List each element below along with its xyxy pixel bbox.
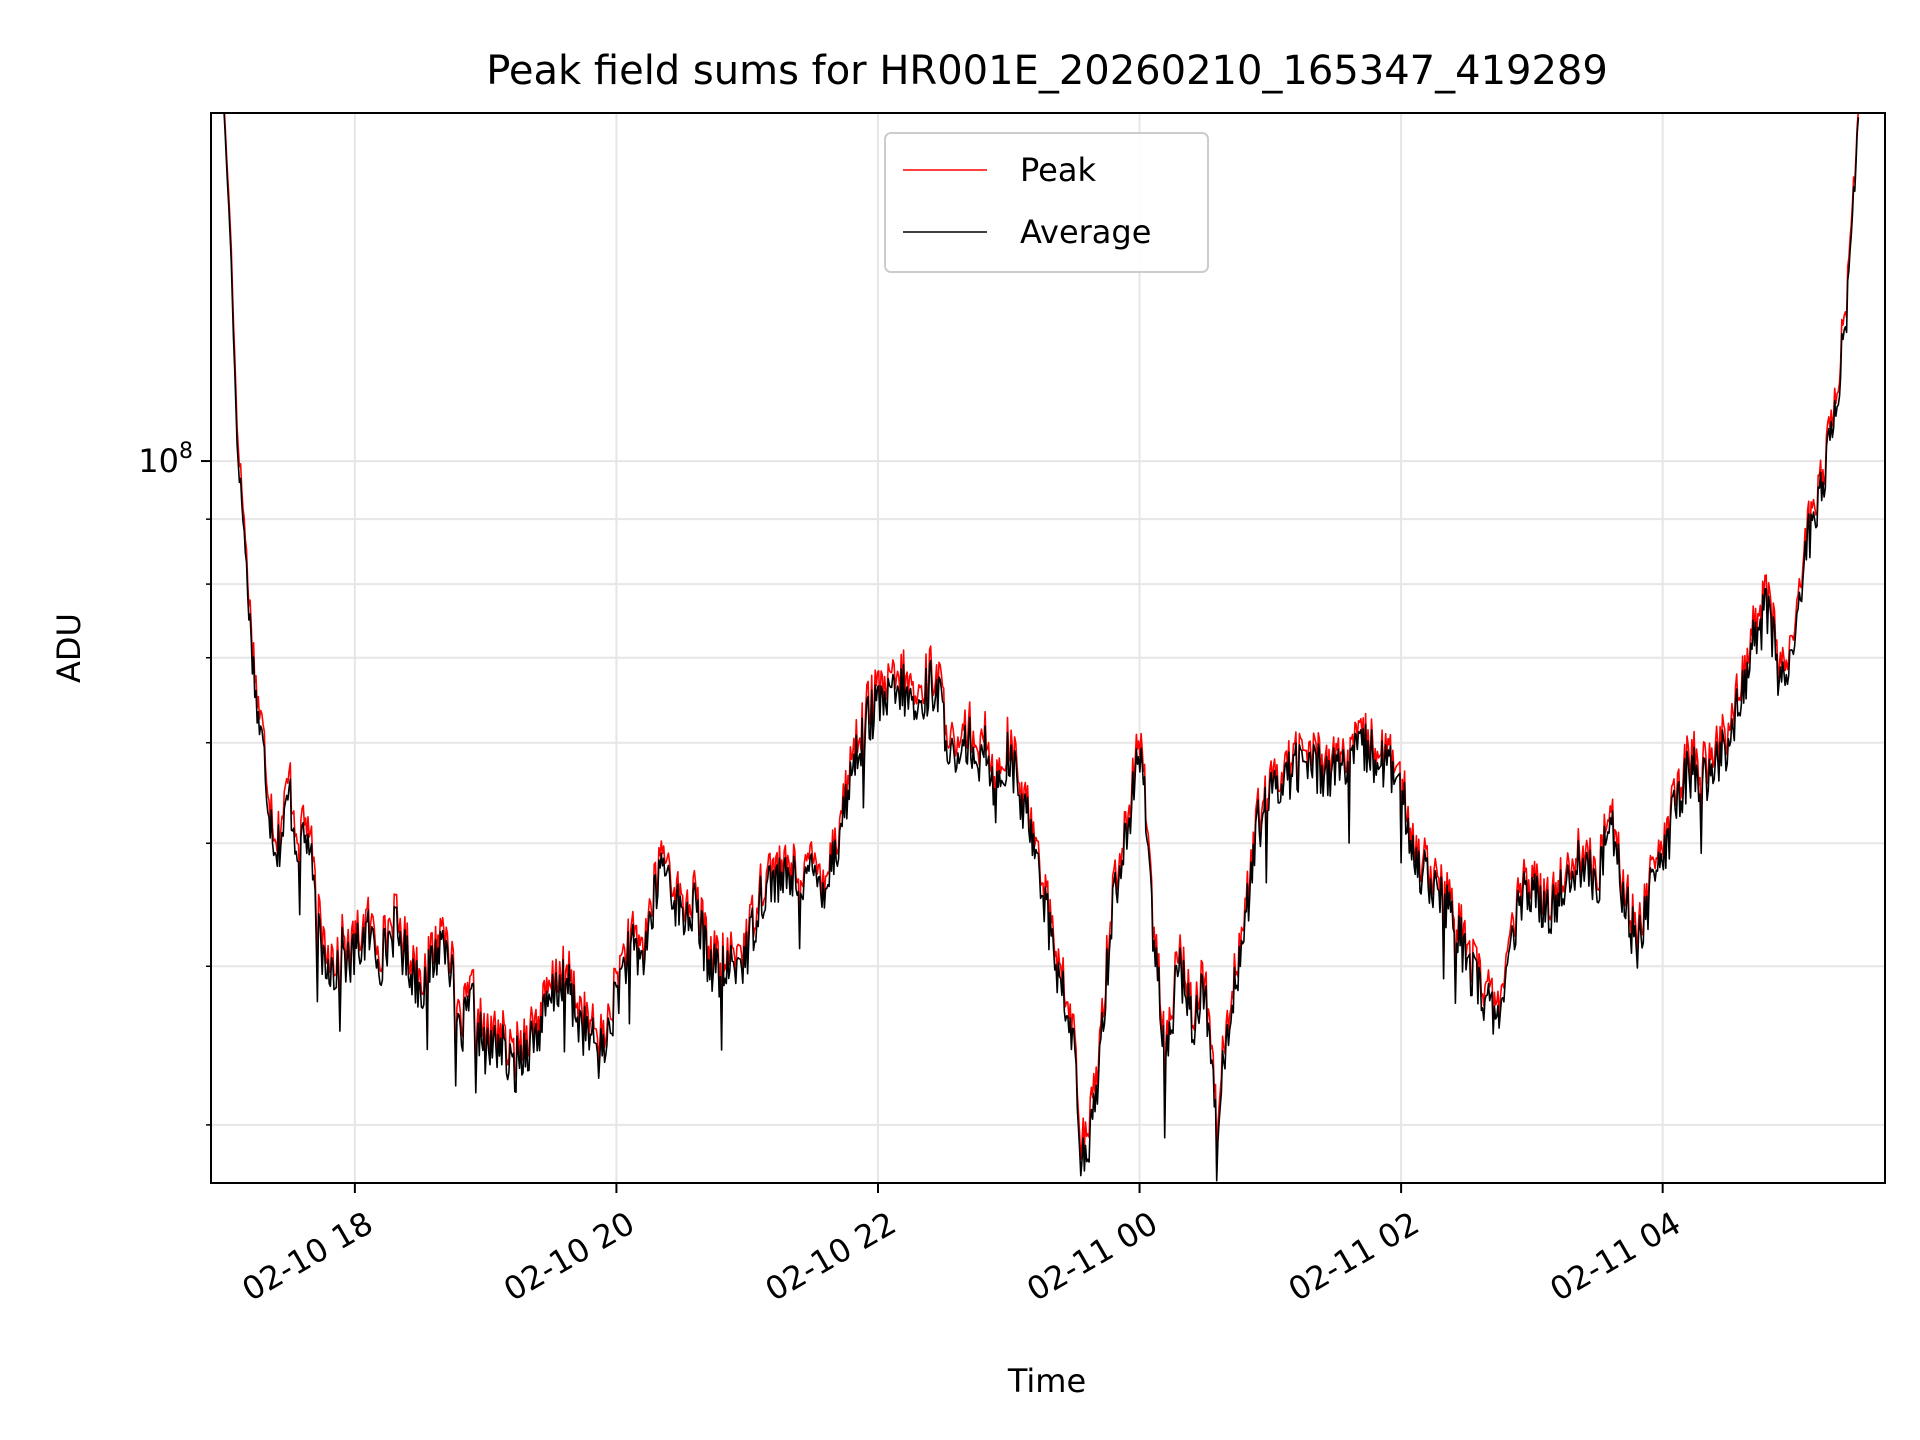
grid-layer [211, 113, 1885, 1183]
legend-label-peak: Peak [1020, 151, 1096, 189]
y-axis-label: ADU [50, 613, 88, 683]
legend: Peak Average [884, 132, 1209, 273]
series-line-peak [223, 113, 1859, 1166]
series-layer [223, 113, 1860, 1182]
plot-frame [210, 112, 1886, 1184]
series-line-average [223, 113, 1860, 1182]
legend-label-average: Average [1020, 213, 1151, 251]
legend-box [884, 132, 1209, 273]
y-tick-label: 108 [138, 439, 193, 480]
x-axis-label: Time [1007, 1362, 1086, 1400]
chart-title: Peak field sums for HR001E_20260210_1653… [486, 48, 1608, 94]
